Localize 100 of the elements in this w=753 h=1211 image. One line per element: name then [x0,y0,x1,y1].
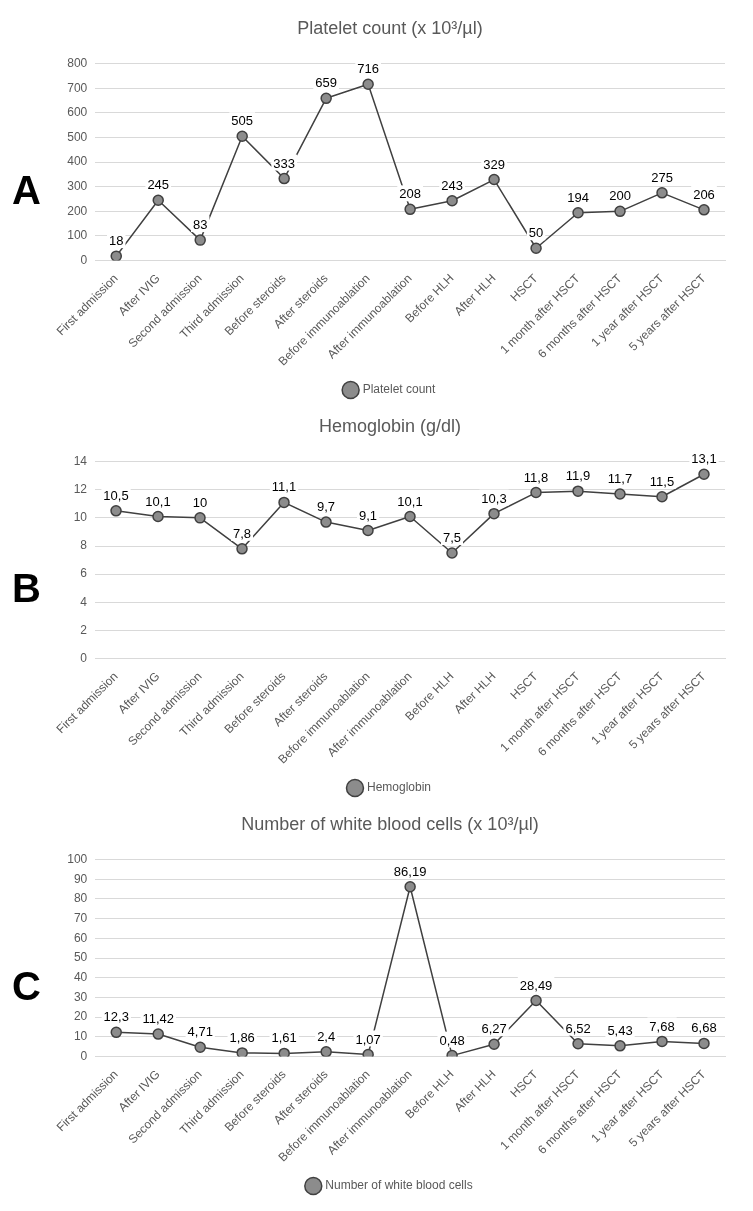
y-tick-label: 700 [67,80,88,95]
y-tick-label: 8 [80,538,88,553]
point [656,491,668,503]
y-tick-label: 500 [67,129,88,144]
point [152,510,164,523]
point [404,510,416,523]
data-label: 11,9 [565,468,591,484]
y-tick-label: 14 [73,453,88,468]
data-label: 11,42 [142,1011,175,1027]
point [110,505,122,517]
data-label: 208 [399,186,421,202]
y-tick-label: 400 [67,154,88,169]
point [530,242,542,254]
point [278,1047,290,1057]
y-tick-label: 10 [73,1029,88,1044]
data-label: 10,1 [145,493,171,509]
legend-label: Number of white blood cells [325,1178,473,1193]
point [698,468,710,481]
data-label: 50 [528,225,544,241]
data-label: 194 [567,189,589,205]
point [362,78,374,91]
data-label: 4,71 [187,1024,213,1040]
y-tick-label: 90 [73,871,88,886]
point [362,524,374,537]
data-label: 9,1 [358,507,378,523]
point [530,994,542,1007]
data-label: 1,61 [271,1030,297,1046]
point [194,234,206,246]
chart-title: Number of white blood cells (x 10³/µl) [241,813,539,834]
point [614,1040,626,1052]
point [656,1035,668,1048]
point [572,207,584,219]
y-tick-label: 0 [80,1048,88,1063]
point [488,507,500,520]
y-tick-label: 100 [67,851,88,866]
chart-title: Hemoglobin (g/dl) [318,415,462,436]
point [488,173,500,186]
y-tick-label: 800 [67,55,88,70]
data-label: 10,1 [397,493,423,509]
data-label: 200 [609,188,631,204]
data-label: 505 [231,113,254,129]
y-tick-label: 12 [73,482,88,497]
y-tick-label: 200 [67,203,88,218]
data-label: 659 [315,75,338,91]
y-tick-label: 10 [73,510,88,525]
y-tick-label: 2 [80,622,88,637]
point [446,547,458,559]
point [194,1041,206,1054]
data-label: 0,48 [439,1032,465,1048]
legend-label: Platelet count [362,382,437,397]
point [362,1048,374,1057]
data-label: 206 [693,186,715,202]
legend-label: Hemoglobin [366,780,432,795]
data-label: 245 [147,177,170,193]
point [488,1038,500,1050]
data-label: 11,7 [607,471,633,487]
data-label: 1,86 [229,1029,255,1045]
y-tick-label: 0 [80,252,88,267]
point [320,92,332,105]
text: A [12,168,41,213]
text: B [12,566,41,611]
point [404,203,416,216]
y-tick-label: 4 [80,594,88,609]
y-tick-label: 100 [67,228,88,243]
data-label: 18 [109,233,124,249]
data-label: 10 [192,494,208,510]
point [614,205,626,218]
data-label: 7,68 [649,1018,675,1034]
data-label: 10,5 [103,487,129,503]
data-label: 333 [273,155,296,171]
data-label: 5,43 [607,1022,633,1038]
data-label: 329 [483,156,505,172]
point [236,543,248,555]
data-label: 86,19 [393,863,427,879]
point [530,486,542,499]
point [446,194,458,207]
data-label: 243 [441,177,463,193]
point [110,1026,122,1039]
data-label: 11,8 [523,469,549,485]
data-label: 12,3 [103,1009,129,1025]
point [572,485,584,497]
data-label: 1,07 [355,1031,381,1047]
y-tick-label: 30 [73,989,88,1004]
point [194,512,206,524]
point [572,1037,584,1050]
data-label: 9,7 [316,499,336,515]
point [698,204,710,216]
y-tick-label: 50 [73,950,88,965]
y-tick-label: 70 [73,911,88,925]
data-label: 6,52 [565,1020,591,1036]
y-tick-label: 20 [73,1009,88,1024]
point [278,496,290,509]
data-label: 11,1 [271,479,297,495]
point [404,881,416,893]
data-label: 10,3 [481,490,507,506]
text: C [12,964,41,1009]
point [152,1028,164,1040]
point [656,187,668,199]
data-label: 13,1 [691,451,717,467]
point [152,194,164,206]
